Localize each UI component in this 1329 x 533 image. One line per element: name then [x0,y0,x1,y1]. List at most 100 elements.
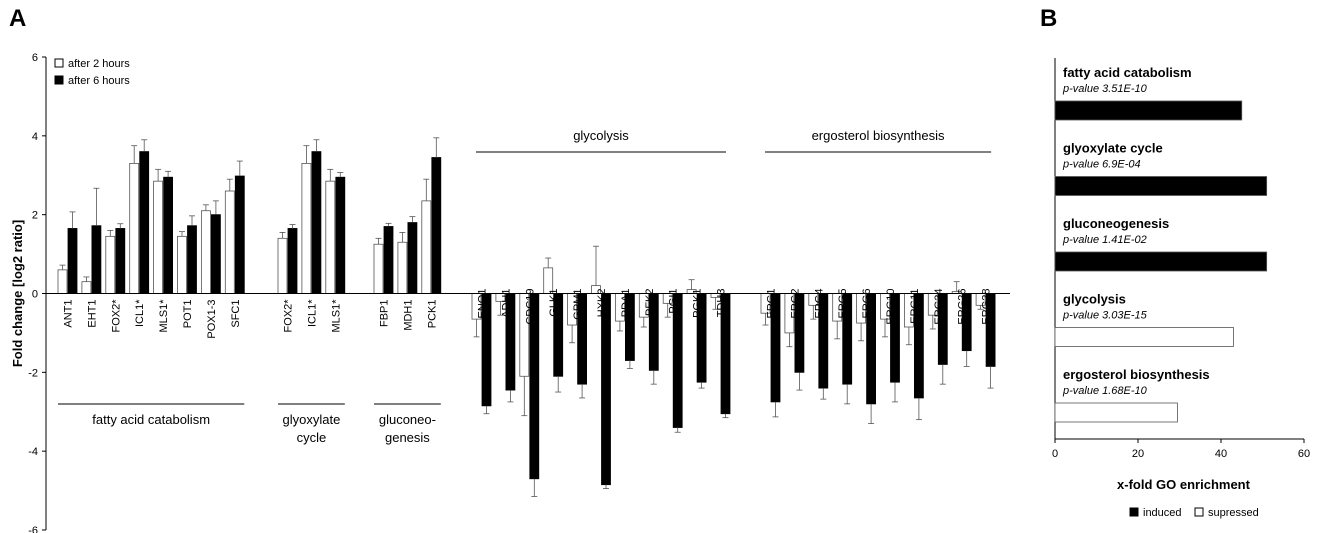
category-label: ERG1 [766,289,778,319]
category-label: FBP1 [379,300,391,328]
category-label: MDH1 [402,300,414,331]
legend-label: after 6 hours [68,75,130,87]
y-tick-label: -4 [28,446,38,458]
category-label: HXK2 [596,289,608,318]
category-label: MLS1* [330,299,342,333]
bar-2h [105,235,116,294]
category-label: FOX2* [283,299,295,333]
y-tick-label: 2 [32,210,38,222]
panel-a-chart: -6 -4 -2 0 2 4 6 Fold change [log2 ratio] after … [10,52,1010,533]
bar-2h [129,163,140,294]
bar-6h [407,222,418,294]
category-label: ERG6 [861,289,873,319]
bar-6h [163,176,174,294]
y-axis-title: Fold change [log2 ratio] [10,220,25,367]
category-label: PGK1 [692,289,704,318]
panel-a-label: A [9,5,26,32]
bar-2h [277,237,288,294]
bar-6h [210,214,221,294]
bar-2h [224,190,235,294]
category-label: ADH1 [500,289,512,318]
bar-6h [115,228,126,294]
legend-label: induced [1143,507,1182,519]
bar-2h [200,210,211,294]
bar-2h [153,180,164,294]
group-label: ergosterol biosynthesis [812,128,945,143]
group-label: glycolysis [573,128,629,143]
bar-6h [139,151,150,294]
bar-6h [601,293,611,486]
y-tick-label: -2 [28,367,38,379]
bar-2h [373,243,384,294]
group-label: fatty acid catabolism [92,412,210,427]
go-term-label: ergosterol biosynthesis [1063,367,1210,382]
category-label: PCK1 [426,300,438,329]
x-tick-label: 20 [1132,448,1144,460]
category-label: ENO1 [477,289,489,319]
category-label: EHT1 [86,300,98,328]
y-tick-label: 4 [32,131,38,143]
go-term-pvalue: p-value 1.68E-10 [1062,385,1148,397]
bar-2h [421,200,432,294]
category-label: FOX2* [110,299,122,333]
bar-6h [287,228,298,294]
panel-b-label: B [1040,5,1057,32]
category-label: ERG2 [789,289,801,319]
go-term-pvalue: p-value 6.9E-04 [1062,159,1141,171]
bar-induced [1054,176,1268,196]
bar-6h [91,225,102,294]
category-label: PDA1 [620,289,632,318]
bar-6h [311,151,322,294]
bar-supressed [1054,327,1234,347]
bar-6h [234,175,245,294]
x-tick-label: 0 [1052,448,1058,460]
group-label: gluconeo- [379,412,436,427]
legend-label: after 2 hours [68,58,130,70]
y-tick-label: 0 [32,289,38,301]
bar-2h [325,180,336,294]
go-term-label: fatty acid catabolism [1063,65,1192,80]
go-term-pvalue: p-value 1.41E-02 [1062,234,1147,246]
category-label: ANT1 [63,300,75,328]
category-label: ERG4 [813,289,825,319]
category-label: SFC1 [230,300,242,328]
bar-induced [1054,100,1243,121]
category-label: POX1-3 [206,300,218,339]
x-tick-label: 40 [1215,448,1227,460]
category-label: ICL1* [306,299,318,327]
go-term-pvalue: p-value 3.03E-15 [1062,310,1148,322]
go-term-label: glyoxylate cycle [1063,141,1163,156]
bar-2h [301,163,312,294]
bar-6h [187,225,197,294]
category-label: PFK2 [644,289,656,317]
bar-2h [57,269,68,294]
category-label: ERG10 [885,289,897,325]
legend-label: supressed [1208,507,1259,519]
category-label: ERG11 [909,289,921,324]
category-label: CDC19 [524,289,536,325]
category-label: GPM1 [572,289,584,320]
category-label: ICL1* [134,299,146,327]
x-axis-title: x-fold GO enrichment [1117,477,1251,492]
bar-supressed [1054,402,1178,423]
group-label: cycle [297,430,327,445]
category-label: ERG5 [837,289,849,319]
legend-swatch-6h [54,75,64,85]
category-label: POT1 [182,300,194,329]
legend-swatch-supressed [1194,507,1204,517]
y-tick-label: -6 [28,525,38,533]
go-term-label: glycolysis [1063,292,1126,307]
bar-6h [335,176,346,294]
category-label: MLS1* [158,299,170,333]
bar-6h [67,228,78,294]
category-label: ERG26 [957,289,969,325]
go-term-pvalue: p-value 3.51E-10 [1062,83,1148,95]
bar-2h [81,281,92,294]
x-tick-label: 60 [1298,448,1310,460]
bar-6h [383,226,394,294]
bar-6h [431,157,442,294]
y-tick-label: 6 [32,52,38,64]
bar-2h [397,241,408,294]
legend-swatch-2h [54,58,64,68]
